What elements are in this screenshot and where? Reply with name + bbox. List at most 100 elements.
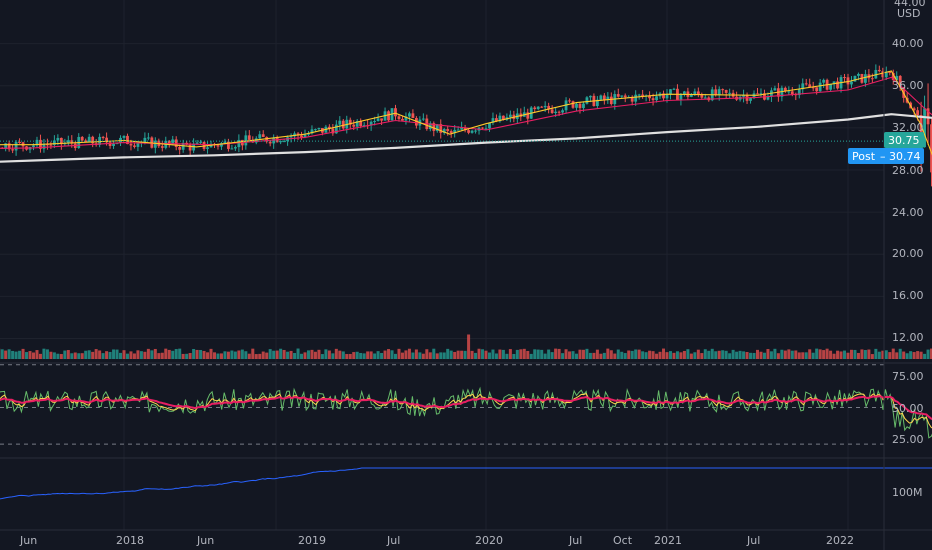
volume-bar	[279, 348, 283, 359]
rsi-tick-label: 50.00	[892, 402, 924, 415]
candle-body	[836, 81, 839, 89]
volume-bar	[414, 349, 418, 359]
ma20-line	[0, 70, 932, 156]
candle-body	[282, 141, 286, 143]
volume-bar	[766, 349, 770, 359]
volume-bar	[491, 349, 495, 359]
volume-bar	[258, 353, 262, 359]
candle-body	[665, 94, 669, 99]
candle-body	[498, 115, 502, 122]
candle-body	[547, 105, 551, 110]
candle-body	[557, 111, 561, 113]
volume-bar	[578, 349, 582, 359]
candle-body	[261, 134, 265, 137]
volume-bar	[334, 348, 338, 359]
candle-body	[857, 73, 860, 76]
candle-body	[488, 122, 491, 129]
candle-body	[188, 144, 192, 151]
candle-body	[359, 121, 363, 126]
volume-bar	[303, 352, 307, 359]
candle-body	[623, 95, 627, 98]
candle-body	[637, 94, 641, 96]
volume-bar	[609, 350, 613, 359]
candle-body	[265, 136, 269, 142]
volume-bar	[66, 350, 70, 359]
candle-body	[783, 87, 787, 92]
volume-bar	[533, 349, 537, 359]
volume-bar	[404, 350, 408, 359]
volume-bar	[362, 353, 366, 359]
volume-bar	[185, 353, 189, 359]
volume-bar	[411, 352, 415, 359]
volume-bar	[575, 353, 578, 359]
time-tick-label: Jun	[19, 534, 37, 547]
candle-body	[167, 140, 171, 144]
candle-body	[84, 140, 88, 142]
candle-body	[14, 141, 18, 151]
candle-body	[220, 143, 223, 147]
rsi-tick-label: 25.00	[892, 433, 924, 446]
candle-body	[32, 145, 35, 148]
indicator-pane[interactable]	[0, 467, 932, 512]
volume-bar	[18, 350, 22, 359]
candle-body	[696, 91, 700, 95]
volume-bar	[282, 349, 286, 359]
volume-bar	[519, 349, 523, 359]
volume-bar	[693, 352, 697, 359]
candle-body	[4, 143, 8, 149]
volume-bar	[359, 352, 363, 359]
candle-body	[724, 90, 728, 93]
volume-bar	[613, 353, 617, 359]
volume-bar	[348, 353, 352, 359]
candle-body	[818, 82, 822, 92]
price-tick-label: 36.00	[892, 79, 924, 92]
candle-body	[206, 147, 209, 149]
candle-body	[808, 84, 812, 88]
candle-body	[314, 129, 317, 131]
volume-bar	[7, 349, 11, 359]
candle-body	[502, 115, 505, 120]
candle-body	[641, 94, 645, 97]
time-tick-label: Jul	[746, 534, 760, 547]
volume-bar	[383, 350, 387, 359]
rsi-axis[interactable]: 75.00 50.00 25.00	[892, 370, 924, 446]
volume-bar	[188, 353, 192, 359]
volume-bar	[581, 349, 585, 359]
volume-bar	[884, 350, 888, 359]
volume-bar	[421, 353, 425, 359]
volume-bar	[108, 351, 112, 359]
candle-body	[160, 146, 164, 148]
volume-bar	[338, 350, 342, 359]
candle-body	[456, 129, 460, 131]
candle-body	[669, 89, 672, 95]
volume-bar	[769, 351, 773, 359]
candle-body	[439, 124, 443, 133]
volume-bar	[418, 352, 422, 359]
candle-body	[822, 79, 826, 83]
volume-bar	[867, 349, 871, 359]
volume-bar	[432, 348, 436, 359]
volume-bar	[637, 349, 641, 359]
price-pane[interactable]	[0, 64, 932, 359]
candle-body	[105, 137, 108, 143]
price-axis[interactable]: 44.00 USD 40.00 36.00 32.00 28.00 24.00 …	[848, 0, 926, 344]
volume-bar	[4, 350, 8, 359]
volume-bar	[815, 348, 819, 359]
volume-bar	[822, 350, 826, 359]
volume-bar	[11, 350, 15, 359]
candle-body	[683, 91, 686, 95]
candle-body	[832, 81, 836, 85]
volume-bar	[668, 351, 672, 359]
candle-body	[721, 89, 725, 91]
volume-bar	[132, 353, 136, 359]
volume-bar	[655, 353, 659, 359]
candle-body	[202, 141, 206, 149]
rsi-tick-label: 75.00	[892, 370, 924, 383]
time-axis[interactable]: Jun 2018 Jun 2019 Jul 2020 Jul Oct 2021 …	[19, 534, 854, 547]
candle-body	[470, 130, 474, 133]
volume-bar	[877, 351, 881, 359]
volume-bar	[59, 354, 63, 359]
rsi-pane[interactable]	[0, 364, 932, 445]
indicator-axis[interactable]: 100M	[892, 486, 923, 499]
